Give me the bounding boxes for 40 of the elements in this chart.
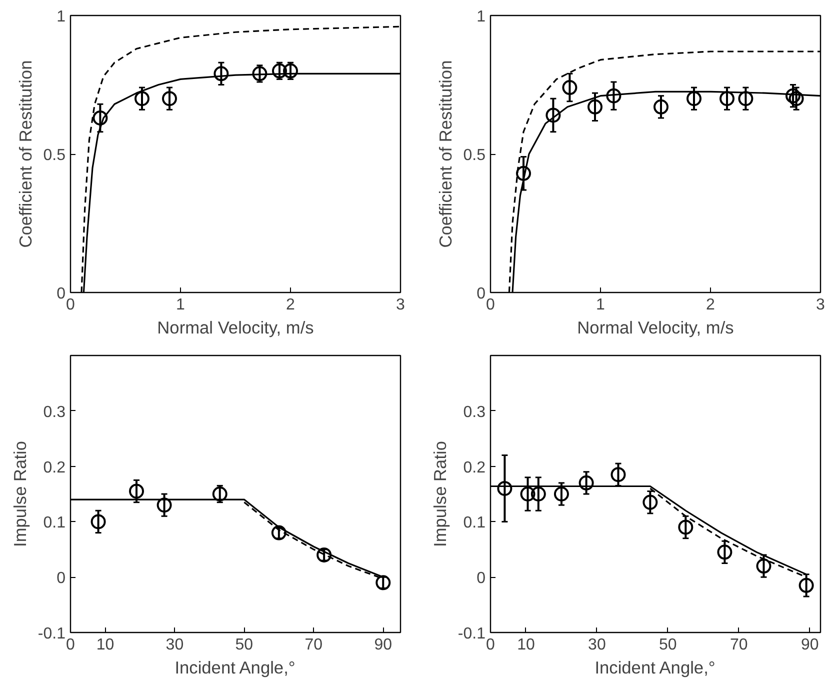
x-tick-label: 2 (706, 296, 716, 314)
x-axis-title: Incident Angle,° (594, 658, 716, 678)
y-tick-label: 0.1 (463, 514, 486, 532)
y-tick-label: 0.3 (463, 404, 486, 421)
y-tick-label: -0.1 (38, 626, 66, 642)
y-axis-title: Impulse Ratio (10, 441, 30, 547)
y-tick-label: 0.3 (43, 404, 66, 421)
x-axis-title: Normal Velocity, m/s (577, 318, 734, 338)
x-tick-label: 70 (730, 636, 748, 654)
x-axis-title: Incident Angle,° (174, 658, 296, 678)
x-tick-label: 2 (286, 296, 296, 314)
y-tick-label: 0.5 (463, 147, 486, 164)
y-tick-label: 0.2 (463, 459, 486, 476)
x-axis-title: Normal Velocity, m/s (157, 318, 314, 338)
x-tick-label: 10 (517, 636, 535, 654)
x-tick-label: 3 (816, 296, 826, 314)
x-tick-label: 30 (166, 636, 184, 654)
y-tick-label: 1 (476, 8, 486, 26)
y-tick-label: 0.5 (43, 147, 66, 164)
y-tick-label: 1 (56, 8, 66, 26)
x-tick-label: 1 (596, 296, 606, 314)
y-tick-label: 0 (476, 286, 486, 302)
x-tick-label: 70 (304, 636, 323, 654)
y-tick-label: -0.1 (458, 626, 486, 642)
x-tick-label: 50 (235, 636, 254, 654)
y-axis-title: Coefficient of Restitution (435, 60, 456, 248)
x-tick-label: 1 (176, 296, 186, 314)
y-tick-label: 0 (476, 570, 486, 588)
y-tick-label: 0 (56, 570, 66, 588)
x-tick-label: 30 (588, 636, 606, 654)
x-tick-label: 90 (374, 636, 392, 654)
x-tick-label: 90 (800, 636, 819, 654)
y-axis-title: Coefficient of Restitution (15, 60, 36, 248)
x-tick-label: 50 (659, 636, 677, 654)
y-tick-label: 0.2 (43, 459, 66, 476)
y-tick-label: 0.1 (43, 514, 66, 532)
y-axis-title: Impulse Ratio (430, 441, 450, 547)
x-tick-label: 10 (96, 636, 114, 654)
y-tick-label: 0 (56, 286, 66, 302)
x-tick-label: 3 (396, 296, 406, 314)
